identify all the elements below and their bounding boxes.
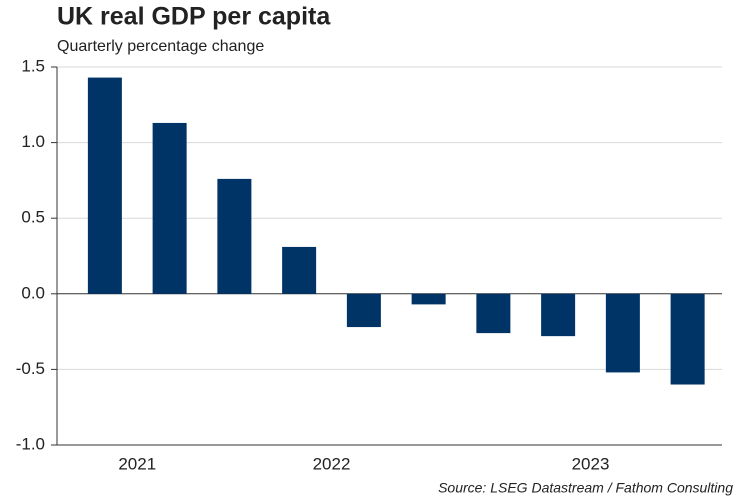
x-tick-label: 2021	[118, 454, 156, 473]
x-tick-label: 2022	[313, 454, 351, 473]
bar	[152, 122, 187, 294]
source-note: Source: LSEG Datastream / Fathom Consult…	[438, 480, 733, 496]
bar	[346, 293, 381, 328]
bar	[476, 293, 511, 334]
y-tick-label: 0.0	[21, 283, 45, 302]
bar	[541, 293, 576, 337]
y-tick-label: 1.5	[21, 56, 45, 75]
chart-subtitle: Quarterly percentage change	[57, 38, 264, 55]
chart-title: UK real GDP per capita	[57, 3, 331, 31]
y-tick-label: -1.0	[16, 434, 45, 453]
bar	[411, 293, 446, 305]
y-tick-label: 0.5	[21, 208, 45, 227]
bar	[670, 293, 705, 385]
bar	[282, 246, 317, 294]
y-tick-label: -0.5	[16, 359, 45, 378]
bar	[217, 178, 252, 294]
x-tick-label: 2023	[572, 454, 610, 473]
bar	[87, 77, 122, 294]
y-tick-label: 1.0	[21, 132, 45, 151]
bar	[605, 293, 640, 373]
